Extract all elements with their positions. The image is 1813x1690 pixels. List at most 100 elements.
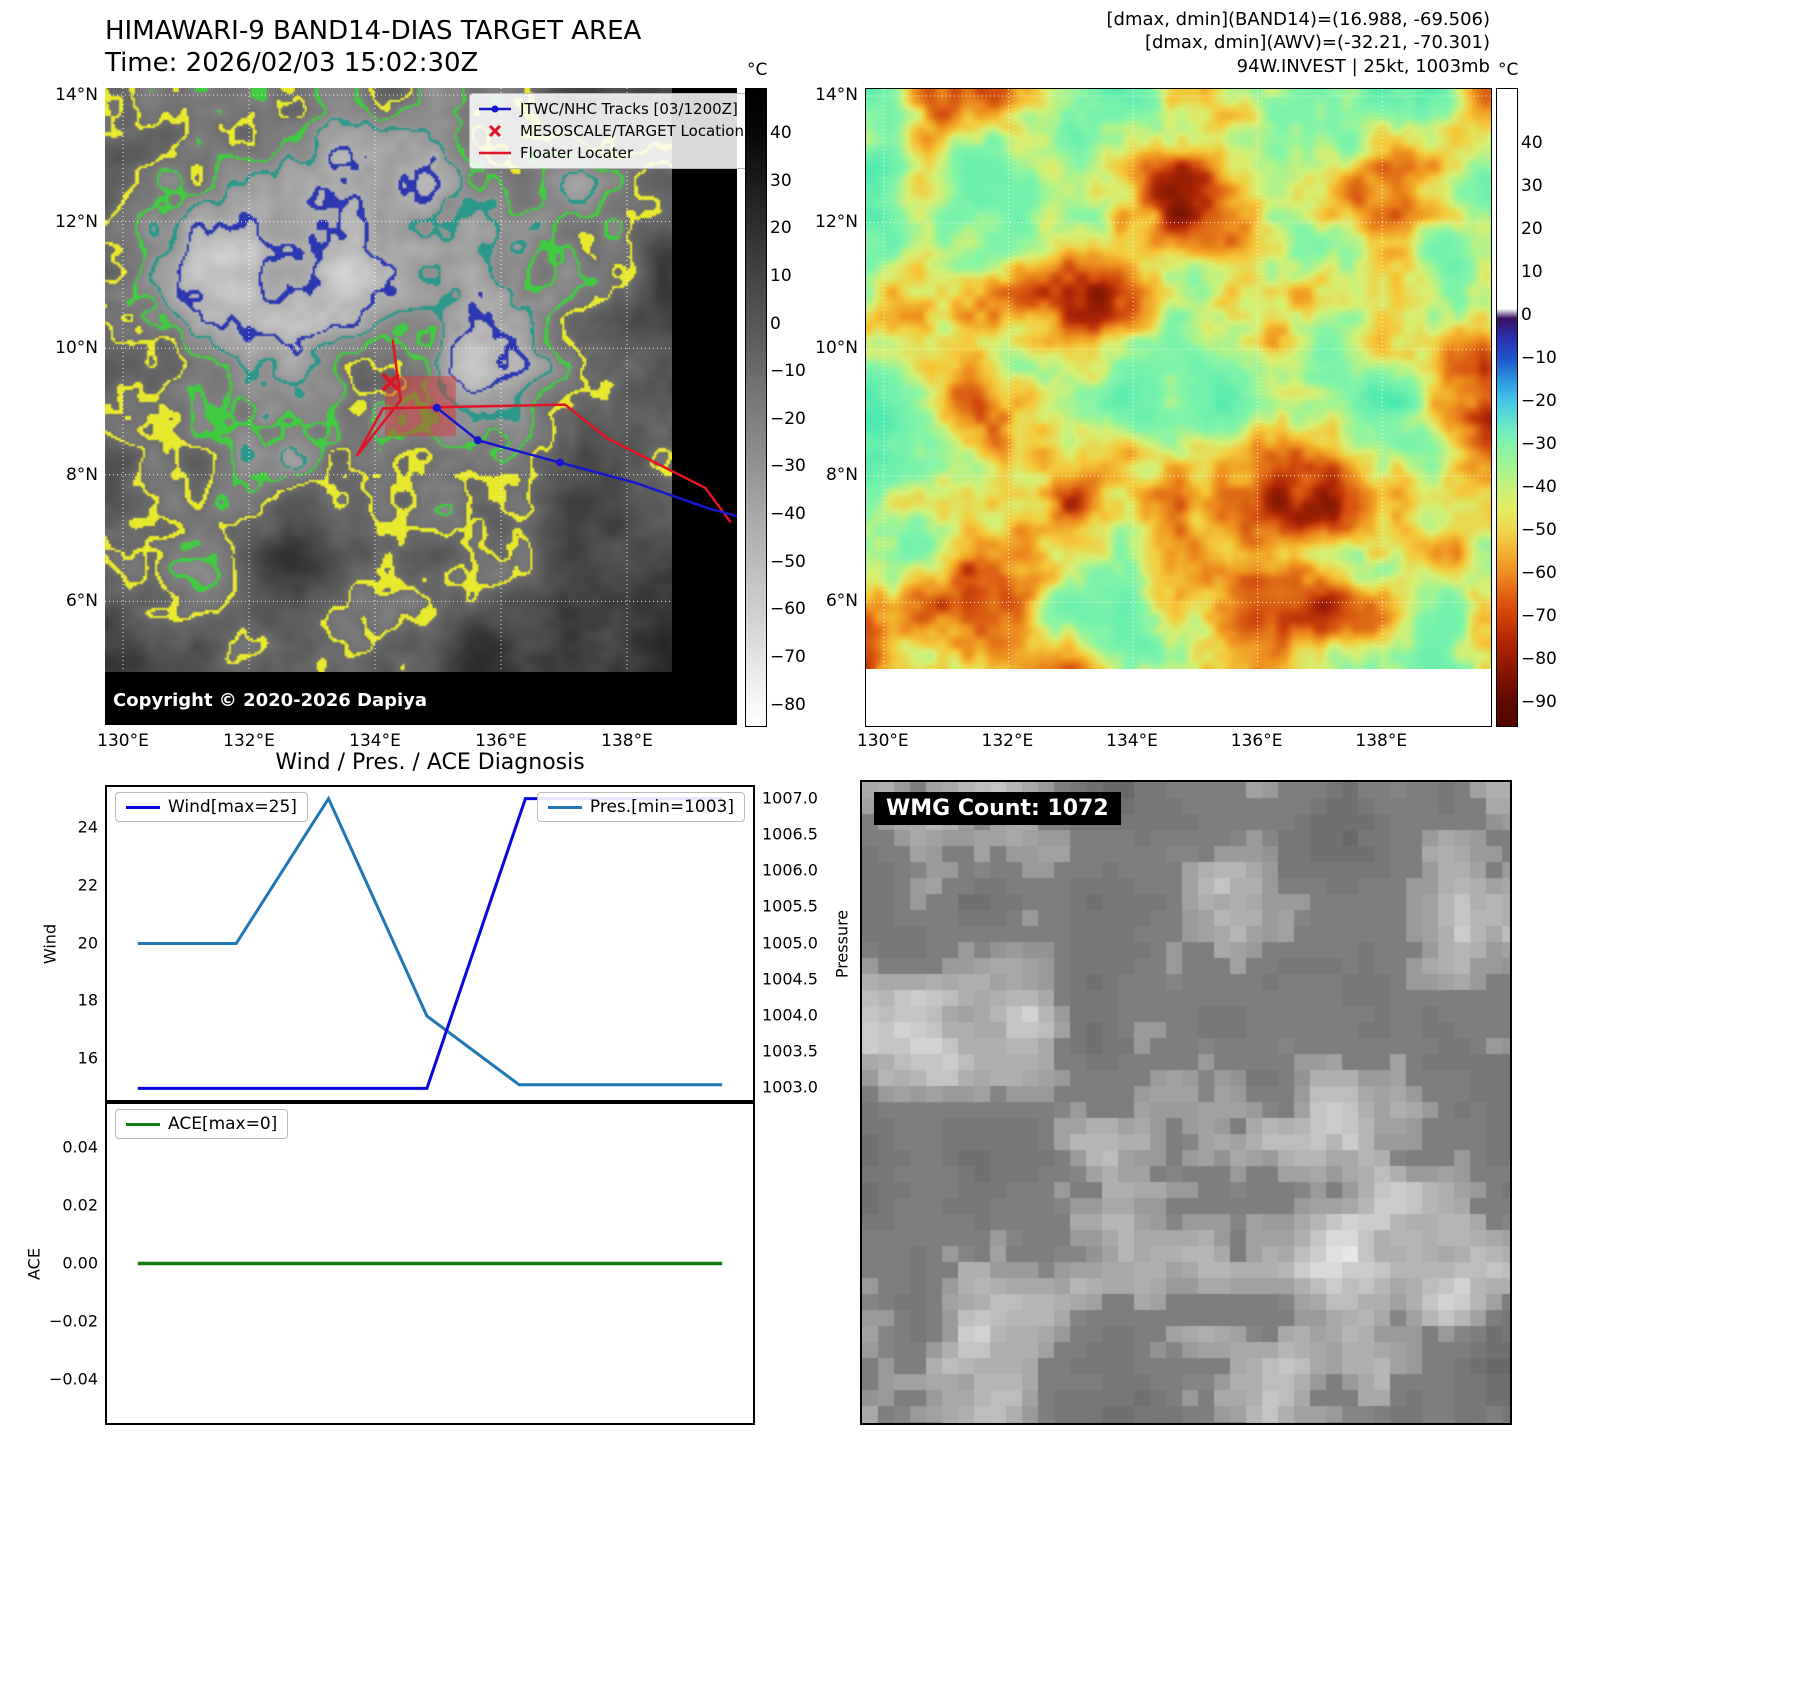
pressure-tick: 1006.5	[762, 824, 818, 844]
legend-item: MESOSCALE/TARGET Location	[478, 122, 744, 140]
awv-colorbar-tick: −20	[1521, 390, 1557, 411]
band14-colorbar-tick: 30	[770, 170, 792, 191]
pressure-tick: 1004.5	[762, 969, 818, 989]
pressure-axis-label: Pressure	[832, 909, 852, 979]
wind-tick: 18	[77, 990, 98, 1010]
wind-legend-label: Wind[max=25]	[168, 797, 297, 817]
ace-chart[interactable]: ACE[max=0]	[105, 1102, 755, 1425]
band14-colorbar	[745, 88, 767, 727]
awv-colorbar-tick: 20	[1521, 218, 1543, 239]
pressure-tick: 1004.0	[762, 1005, 818, 1025]
band14-y-tick: 14°N	[55, 85, 98, 105]
pressure-tick: 1003.0	[762, 1077, 818, 1097]
ace-legend-label: ACE[max=0]	[168, 1114, 278, 1134]
awv-colorbar-tick: −70	[1521, 606, 1557, 626]
band14-y-tick: 6°N	[65, 591, 98, 612]
band14-colorbar-tick: −40	[770, 504, 806, 525]
awv-colorbar	[1496, 88, 1518, 727]
band14-x-tick: 138°E	[601, 731, 653, 751]
awv-colorbar-tick: −40	[1521, 476, 1557, 497]
wind-axis-label: Wind	[40, 923, 60, 965]
band14-colorbar-tick: 10	[770, 265, 792, 286]
awv-x-tick: 134°E	[1106, 731, 1158, 751]
awv-x-tick: 130°E	[856, 731, 909, 751]
copyright-text: Copyright © 2020-2026 Dapiya	[113, 690, 428, 711]
header-line-dmax-awv: [dmax, dmin](AWV)=(-32.21, -70.301)	[1144, 32, 1490, 54]
awv-colorbar-tick: −50	[1521, 519, 1557, 540]
band14-colorbar-tick: −30	[770, 456, 806, 477]
band14-colorbar-tick: 40	[770, 123, 792, 144]
awv-colorbar-tick: 10	[1521, 261, 1543, 282]
wind-tick: 24	[77, 817, 98, 837]
wmg-panel[interactable]: WMG Count: 1072	[860, 780, 1512, 1425]
pressure-tick: 1007.0	[762, 788, 818, 808]
legend-item: Floater Locater	[479, 144, 634, 162]
ace-tick: −0.04	[48, 1369, 98, 1388]
band14-map-panel[interactable]: JTWC/NHC Tracks [03/1200Z] MESOSCALE/TARG…	[105, 88, 753, 725]
pressure-tick: 1005.0	[762, 933, 818, 952]
wmg-image	[862, 782, 1510, 1423]
pressure-legend-label: Pres.[min=1003]	[589, 797, 734, 817]
awv-map-panel[interactable]	[865, 88, 1492, 727]
awv-header: [dmax, dmin](BAND14)=(16.988, -69.506) […	[965, 8, 1490, 78]
band14-colorbar-tick: −20	[770, 408, 806, 429]
awv-colorbar-tick: −90	[1521, 692, 1557, 712]
band14-x-tick: 132°E	[223, 731, 275, 751]
legend-item: JTWC/NHC Tracks [03/1200Z]	[478, 100, 744, 118]
awv-colorbar-tick: −30	[1521, 433, 1557, 454]
awv-overlay	[866, 89, 1491, 730]
band14-colorbar-tick: 20	[770, 218, 792, 239]
band14-y-tick: 10°N	[55, 338, 98, 359]
band14-colorbar-tick: −70	[770, 646, 806, 667]
ace-tick: 0.02	[62, 1195, 98, 1214]
pressure-tick: 1005.5	[762, 896, 818, 916]
awv-satellite-image	[866, 89, 1491, 669]
awv-y-tick: 10°N	[815, 338, 858, 359]
wmg-count-label: WMG Count: 1072	[874, 792, 1121, 825]
ace-line-swatch	[126, 1122, 160, 1126]
awv-x-tick: 132°E	[981, 731, 1034, 751]
band14-title: HIMAWARI-9 BAND14-DIAS TARGET AREA	[105, 16, 642, 46]
awv-y-tick: 8°N	[825, 464, 858, 485]
awv-y-tick: 12°N	[815, 211, 858, 232]
header-line-dmax-band14: [dmax, dmin](BAND14)=(16.988, -69.506)	[1106, 9, 1490, 30]
ace-plot-area	[107, 1104, 753, 1427]
wind-tick: 22	[77, 875, 98, 895]
ace-tick: 0.04	[62, 1137, 98, 1156]
band14-x-tick: 134°E	[349, 731, 401, 751]
band14-y-tick: 12°N	[55, 211, 98, 232]
awv-y-tick: 14°N	[815, 85, 858, 105]
pressure-legend: Pres.[min=1003]	[536, 792, 745, 822]
band14-x-tick: 136°E	[475, 731, 527, 751]
band14-overlay	[105, 88, 738, 729]
wind-legend: Wind[max=25]	[115, 792, 308, 822]
pressure-line-swatch	[547, 805, 582, 809]
awv-colorbar-tick: −80	[1521, 649, 1557, 669]
awv-colorbar-unit: °C	[1498, 60, 1519, 80]
awv-colorbar-tick: −10	[1521, 347, 1557, 368]
band14-y-tick: 8°N	[65, 464, 98, 485]
awv-colorbar-tick: −60	[1521, 562, 1557, 583]
header-line-invest: 94W.INVEST | 25kt, 1003mb	[1236, 55, 1490, 77]
band14-colorbar-tick: −60	[770, 599, 806, 620]
pressure-tick: 1003.5	[762, 1041, 818, 1061]
band14-colorbar-tick: −10	[770, 361, 806, 382]
band14-colorbar-tick: −80	[770, 694, 806, 715]
awv-x-tick: 138°E	[1355, 731, 1408, 751]
pressure-tick: 1006.0	[762, 860, 818, 880]
diagnosis-title: Wind / Pres. / ACE Diagnosis	[275, 750, 585, 775]
map-legend: JTWC/NHC Tracks [03/1200Z] MESOSCALE/TARG…	[469, 93, 753, 169]
band14-x-tick: 130°E	[97, 731, 149, 751]
ace-axis-label: ACE	[24, 1248, 44, 1280]
band14-colorbar-tick: 0	[770, 313, 781, 334]
wind-tick: 20	[77, 933, 98, 952]
band14-colorbar-unit: °C	[747, 60, 768, 80]
band14-time: Time: 2026/02/03 15:02:30Z	[105, 48, 479, 78]
ace-legend: ACE[max=0]	[115, 1109, 289, 1139]
awv-colorbar-tick: 0	[1521, 304, 1532, 325]
wind-pressure-chart[interactable]: Wind[max=25] Pres.[min=1003]	[105, 785, 755, 1102]
wind-pressure-plot-area	[107, 787, 753, 1104]
awv-x-tick: 136°E	[1230, 731, 1283, 751]
wind-tick: 16	[77, 1048, 98, 1068]
